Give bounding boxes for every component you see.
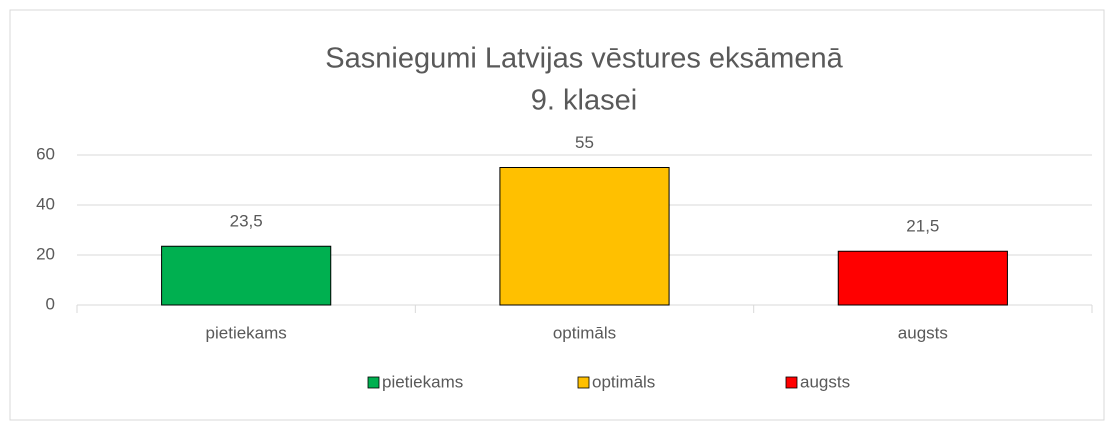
- y-tick-label: 0: [46, 294, 55, 313]
- chart-title: Sasniegumi Latvijas vēstures eksāmenā: [325, 43, 843, 75]
- legend-label: augsts: [800, 372, 850, 391]
- bar: [837, 250, 1008, 306]
- legend-label: pietiekams: [382, 372, 463, 391]
- bar: [161, 245, 332, 306]
- legend-swatch: [785, 376, 798, 389]
- legend-swatch: [577, 376, 590, 389]
- chart-title: 9. klasei: [531, 85, 637, 117]
- bar: [499, 167, 670, 306]
- x-tick-label: pietiekams: [206, 323, 287, 342]
- data-label: 21,5: [906, 217, 939, 236]
- x-tick-label: augsts: [898, 323, 948, 342]
- x-tick-label: optimāls: [553, 323, 616, 342]
- y-tick-label: 20: [36, 244, 55, 263]
- legend-label: optimāls: [592, 372, 655, 391]
- legend-swatch: [367, 376, 380, 389]
- y-tick-label: 60: [36, 144, 55, 163]
- data-label: 23,5: [230, 212, 263, 231]
- y-tick-label: 40: [36, 194, 55, 213]
- data-label: 55: [575, 133, 594, 152]
